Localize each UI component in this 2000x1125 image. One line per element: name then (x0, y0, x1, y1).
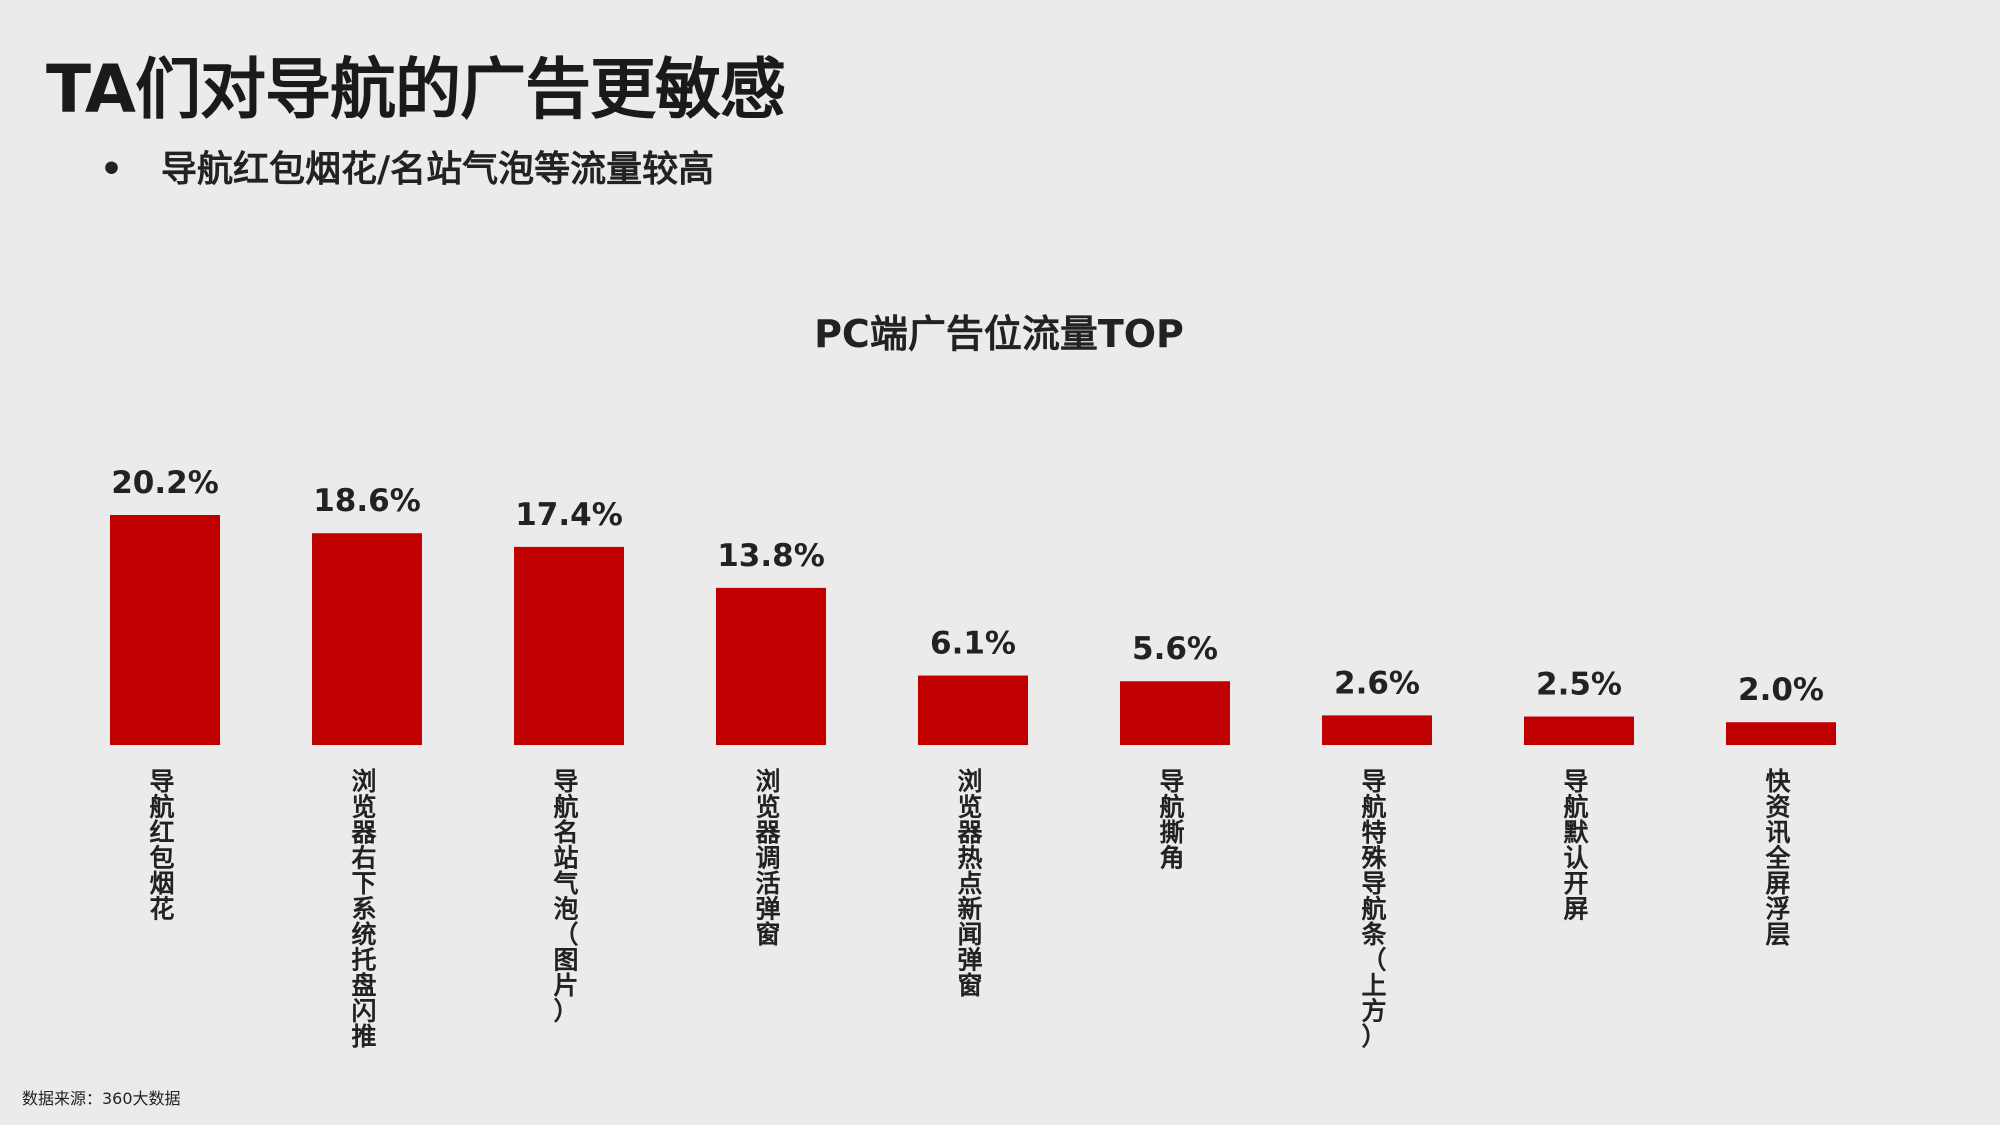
bar (1524, 716, 1634, 745)
category-label: 导航特殊导航条（上方） (1361, 767, 1387, 1051)
bullet-text: 导航红包烟花/名站气泡等流量较高 (161, 149, 715, 190)
bar (1726, 722, 1836, 745)
bar-value-label: 20.2% (111, 465, 219, 501)
bar-value-label: 2.5% (1536, 667, 1622, 703)
category-label: 导航名站气泡（图片） (552, 767, 578, 1026)
bar-value-label: 2.6% (1334, 665, 1420, 701)
category-label: 浏览器调活弹窗 (754, 767, 781, 949)
chart-title: PC端广告位流量TOP (0, 303, 2000, 358)
category-label: 浏览器热点新闻弹窗 (956, 767, 983, 1000)
bar-value-label: 13.8% (717, 538, 825, 574)
bar-value-label: 17.4% (515, 497, 623, 533)
page-title: TA们对导航的广告更敏感 (46, 51, 786, 128)
bar (918, 675, 1028, 745)
bar (1120, 681, 1230, 745)
bar (716, 587, 826, 745)
source-note: 数据来源：360大数据 (22, 1089, 181, 1108)
chart-title-text: PC端广告位流量TOP (814, 312, 1184, 356)
bullet-point: • 导航红包烟花/名站气泡等流量较高 (100, 140, 714, 192)
bar-value-label: 6.1% (930, 626, 1016, 662)
bar (1322, 715, 1432, 745)
category-label: 浏览器右下系统托盘闪推 (350, 767, 377, 1051)
bar (110, 515, 220, 745)
category-label: 导航红包烟花 (149, 767, 174, 924)
bar (312, 533, 422, 745)
bullet-dot-icon: • (100, 149, 124, 190)
bar-value-label: 2.0% (1738, 672, 1824, 708)
category-label: 导航默认开屏 (1563, 767, 1589, 924)
category-label: 快资讯全屏浮层 (1764, 767, 1791, 949)
category-label: 导航撕角 (1159, 767, 1184, 873)
bar (514, 546, 624, 745)
bar-value-label: 5.6% (1132, 631, 1218, 667)
bar-value-label: 18.6% (313, 483, 421, 519)
